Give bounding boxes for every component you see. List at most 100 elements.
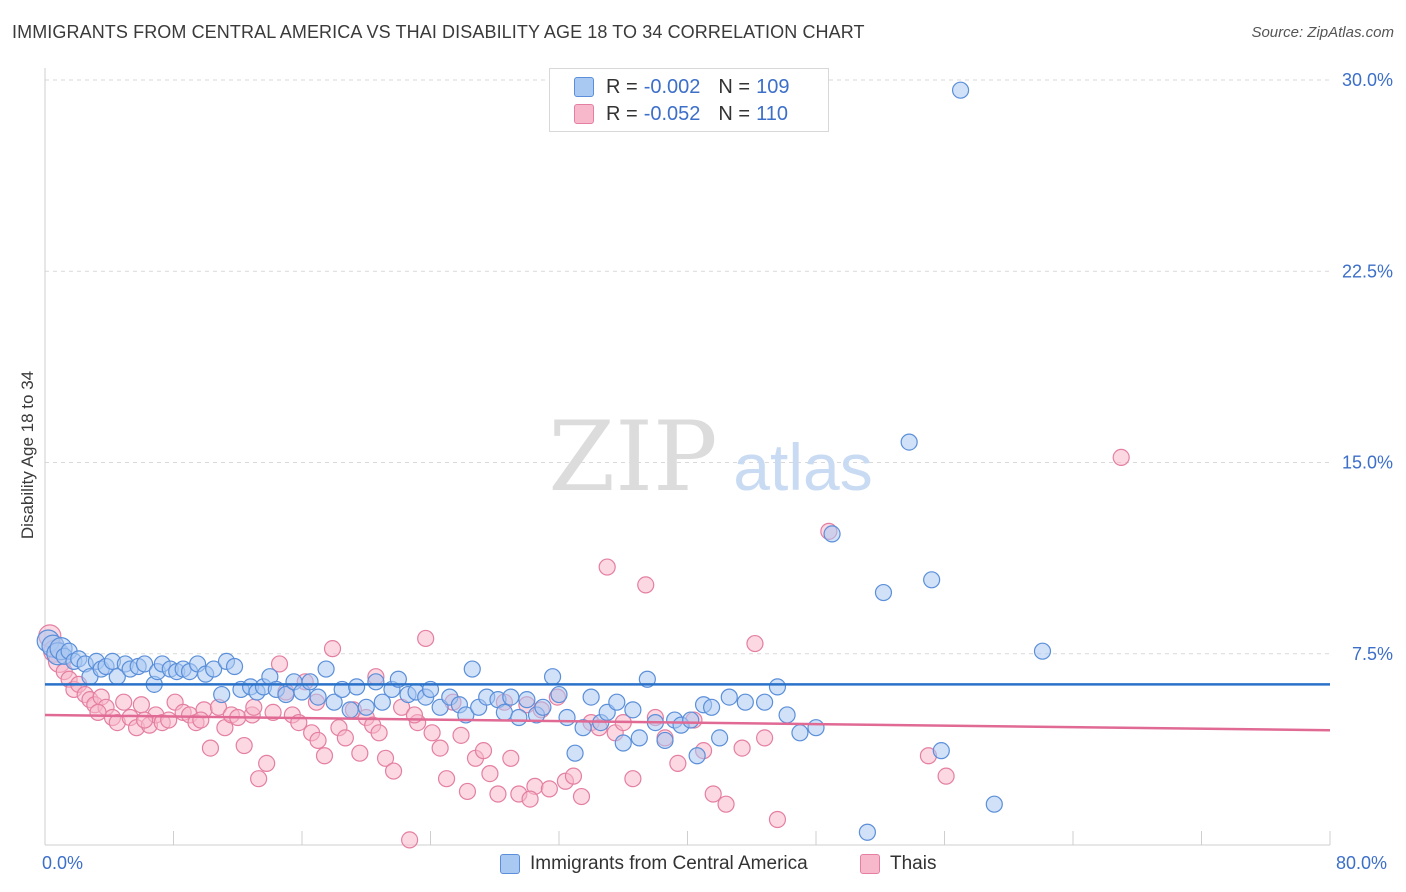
thais-point	[351, 744, 369, 762]
central-america-point	[550, 685, 568, 704]
thais-point	[437, 770, 456, 788]
central-america-point	[225, 657, 244, 676]
central-america-point	[778, 706, 796, 724]
central-america-point	[736, 693, 754, 711]
legend-r-label: R =	[606, 75, 638, 98]
thais-point	[336, 729, 354, 747]
thais-point	[637, 576, 655, 594]
thais-point	[89, 703, 107, 722]
thais-point	[270, 655, 289, 673]
thais-point	[192, 711, 210, 729]
y-tick-labels: 7.5% 15.0% 22.5% 30.0%	[1342, 70, 1393, 664]
legend-n-value-pink: 110	[756, 102, 788, 125]
central-america-point	[923, 571, 941, 589]
central-america-point	[951, 81, 970, 99]
thais-point	[540, 780, 558, 798]
central-america-point	[858, 823, 877, 841]
legend-n-label: N =	[718, 75, 751, 98]
source-label: Source: ZipAtlas.com	[1251, 24, 1394, 41]
central-america-point	[702, 698, 721, 716]
thais-point	[250, 770, 268, 788]
legend-n-label: N =	[718, 102, 751, 125]
watermark-zip: ZIP	[548, 401, 717, 513]
series-legend-pink: Thais	[860, 852, 936, 876]
thais-point	[370, 724, 388, 742]
central-america-point	[373, 693, 391, 711]
y-tick-label: 22.5%	[1342, 261, 1393, 281]
central-america-point	[309, 688, 327, 706]
thais-point	[135, 711, 154, 729]
central-america-point	[213, 685, 231, 704]
legend-swatch-blue	[574, 77, 594, 97]
series-label-blue: Immigrants from Central America	[530, 853, 808, 874]
central-america-point	[301, 673, 319, 691]
legend-n-value-blue: 109	[756, 75, 790, 98]
central-america-point	[755, 693, 774, 711]
central-america-point	[807, 719, 825, 737]
central-america-point	[608, 693, 626, 711]
thais-point	[132, 696, 150, 714]
thais-point	[489, 785, 507, 803]
central-america-point	[711, 729, 729, 747]
thais-point	[401, 831, 419, 849]
legend-r-label: R =	[606, 102, 638, 125]
thais-point	[704, 785, 722, 803]
chart-title: IMMIGRANTS FROM CENTRAL AMERICA VS THAI …	[12, 22, 865, 42]
thais-point	[245, 698, 263, 716]
central-america-point	[574, 719, 592, 737]
thais-point	[115, 693, 133, 711]
thais-point	[201, 739, 220, 757]
x-tick-max: 80.0%	[1336, 853, 1388, 873]
legend-r-value-pink: -0.052	[643, 102, 701, 125]
legend-row-blue: R = -0.002 N = 109	[574, 75, 789, 99]
thais-point	[669, 754, 687, 773]
thais-point	[315, 747, 334, 765]
thais-point	[258, 754, 276, 773]
central-america-point	[614, 734, 632, 752]
central-america-points	[36, 81, 1052, 841]
thais-point	[572, 787, 591, 806]
central-america-point	[656, 731, 674, 750]
thais-point	[521, 790, 539, 808]
central-america-point	[357, 698, 375, 716]
thais-point	[423, 724, 441, 742]
central-america-point	[900, 433, 918, 451]
watermark: ZIP atlas	[548, 401, 872, 513]
central-america-point	[682, 711, 700, 729]
thais-point	[235, 736, 253, 755]
central-america-point	[348, 678, 366, 696]
thais-point	[624, 770, 642, 788]
central-america-point	[205, 660, 223, 678]
central-america-point	[502, 688, 520, 706]
thais-point	[474, 742, 493, 760]
thais-point	[323, 640, 342, 658]
central-america-point	[341, 701, 359, 719]
thais-point	[755, 729, 774, 747]
thais-point	[1112, 448, 1130, 466]
central-america-point	[463, 660, 481, 678]
thais-point	[746, 634, 764, 653]
thais-point	[452, 726, 470, 744]
thais-point	[431, 739, 449, 757]
y-tick-label: 7.5%	[1352, 644, 1393, 664]
thais-point	[376, 749, 395, 767]
central-america-point	[510, 708, 528, 727]
central-america-point	[518, 691, 536, 709]
thais-point	[481, 764, 499, 783]
central-america-point	[495, 703, 513, 722]
thais-point	[733, 739, 751, 757]
correlation-legend: R = -0.002 N = 109 R = -0.052 N = 110	[549, 68, 829, 132]
thais-point	[309, 731, 327, 750]
thais-point	[458, 782, 477, 801]
trend-lines	[44, 683, 1331, 732]
central-america-point	[558, 708, 576, 727]
thais-point	[160, 711, 178, 729]
central-america-point	[688, 747, 706, 765]
central-america-point	[317, 660, 335, 678]
thais-point	[768, 810, 787, 829]
central-america-point	[624, 701, 642, 719]
central-america-point	[325, 693, 343, 711]
thais-point	[417, 629, 435, 648]
thais-point	[502, 749, 520, 767]
